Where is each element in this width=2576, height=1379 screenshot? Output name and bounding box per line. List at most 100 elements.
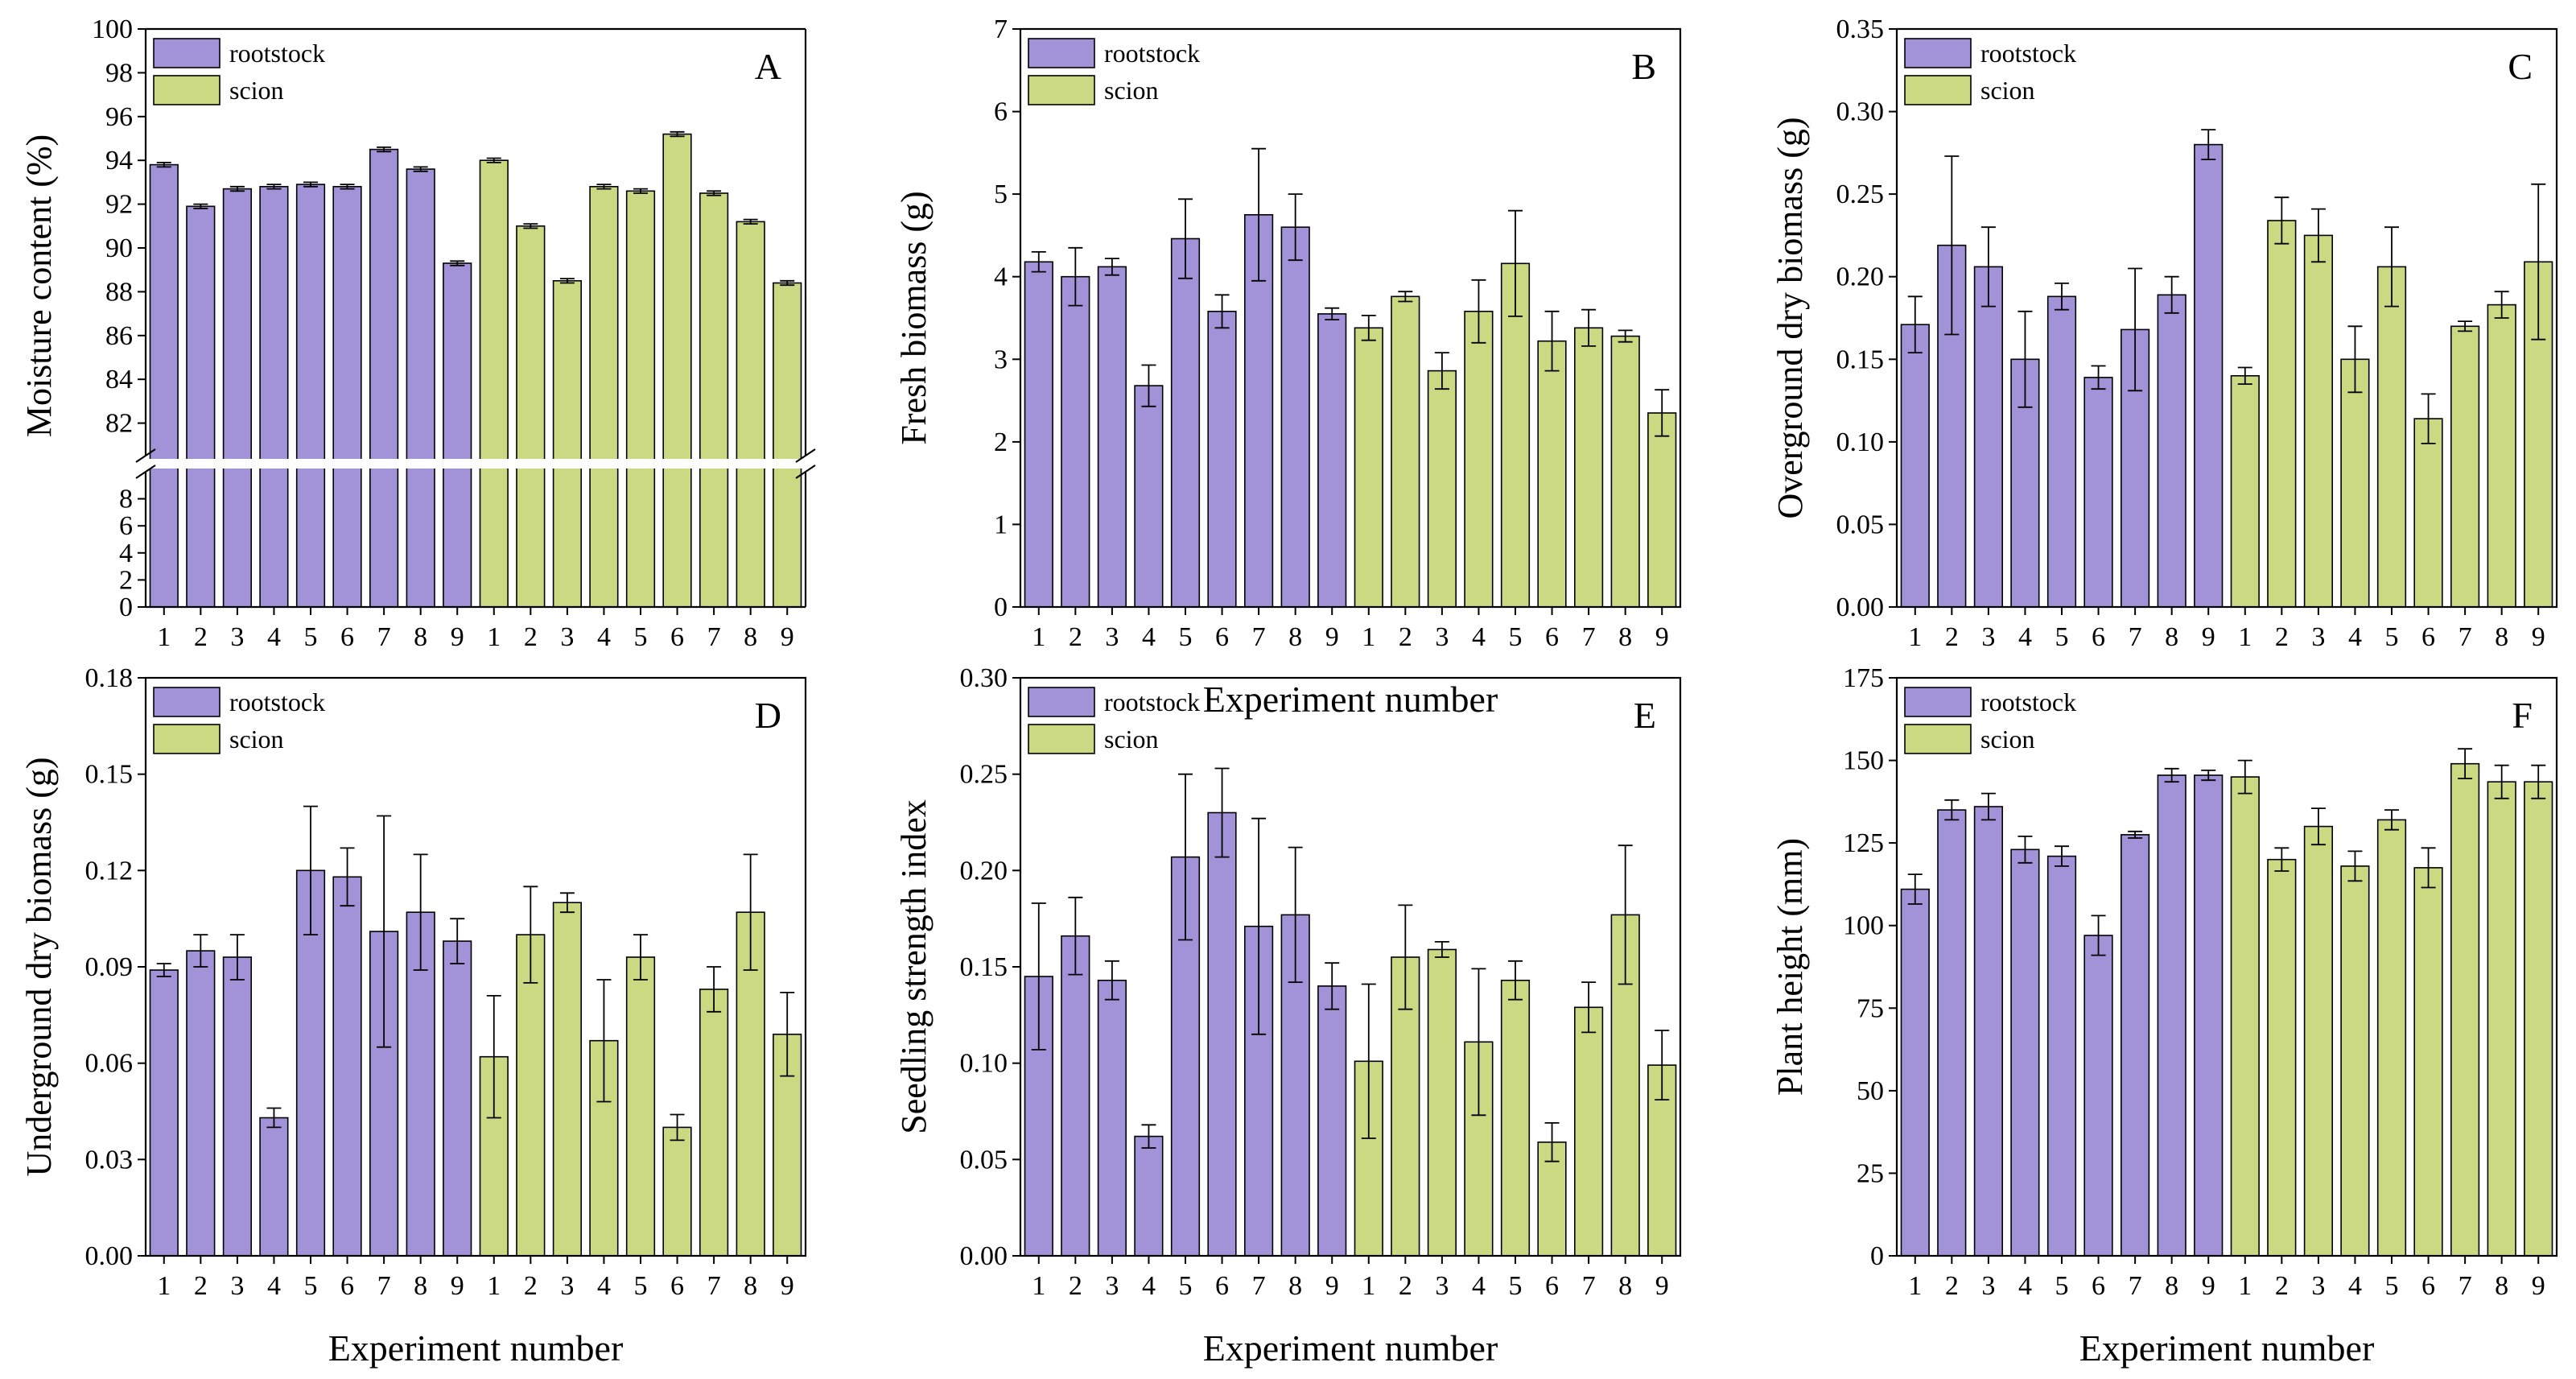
x-tick-label: 8 [744, 622, 757, 652]
x-tick-label: 7 [707, 622, 721, 652]
bar-rootstock-6 [1207, 310, 1237, 608]
bar-rootstock-2 [1937, 809, 1967, 1257]
error-bar-scion-6 [1544, 310, 1560, 372]
bar-scion-2 [1391, 295, 1420, 608]
x-tick-label: 9 [1325, 622, 1339, 652]
error-bar-scion-5 [633, 934, 648, 981]
x-tick-label: 3 [1105, 1271, 1119, 1301]
error-bar-scion-8 [1618, 329, 1633, 343]
x-tick-label: 3 [1105, 622, 1119, 652]
bar-scion-1 [2230, 374, 2260, 608]
error-bar-scion-3 [2310, 208, 2326, 263]
bar-rootstock-5 [295, 184, 326, 608]
error-bar-scion-4 [596, 979, 612, 1103]
error-bar-scion-9 [1655, 1030, 1670, 1100]
error-bar-rootstock-1 [156, 161, 171, 168]
bar-scion-5 [2376, 266, 2407, 608]
x-tick-label: 8 [2165, 1271, 2178, 1301]
y-tick-label: 0.30 [960, 663, 1008, 693]
x-tick-label: 4 [597, 622, 611, 652]
y-tick-label: 25 [1857, 1158, 1884, 1188]
x-tick-label: 2 [1399, 622, 1412, 652]
error-bar-scion-8 [2494, 764, 2509, 799]
error-bar-rootstock-9 [450, 260, 465, 266]
x-tick-label: 9 [2532, 1271, 2545, 1301]
chart-E: 0.000.050.100.150.200.250.301 2 3 4 5 6 7 8 9 1 2 3… [894, 663, 1682, 1369]
x-tick-label: 5 [2385, 1271, 2399, 1301]
x-axis-title: Experiment number [1203, 679, 1498, 720]
error-bar-rootstock-6 [340, 184, 355, 190]
bar-scion-3 [552, 902, 582, 1257]
error-bar-rootstock-6 [2091, 365, 2106, 390]
y-tick-label: 0.05 [1836, 510, 1885, 539]
x-tick-label: 5 [1509, 1271, 1523, 1301]
legend-swatch-rootstock [153, 38, 221, 68]
error-bar-rootstock-4 [266, 184, 282, 190]
x-axis-title: Experiment number [328, 1327, 624, 1369]
error-bar-rootstock-2 [193, 203, 208, 209]
x-tick-label: 6 [2092, 622, 2105, 652]
bar-scion-5 [625, 190, 656, 608]
y-tick-label: 0.06 [85, 1049, 134, 1079]
x-tick-label: 4 [2018, 1271, 2032, 1301]
x-tick-label: 5 [2055, 1271, 2069, 1301]
x-tick-label: 6 [2421, 622, 2435, 652]
y-axis-title: Fresh biomass (g) [894, 191, 934, 444]
y-tick-label: 8 [119, 485, 133, 514]
bar-scion-8 [2487, 781, 2516, 1257]
bar-scion-5 [625, 956, 656, 1257]
x-tick-label: 8 [1288, 1271, 1302, 1301]
bar-rootstock-7 [2121, 834, 2150, 1257]
error-bar-rootstock-4 [266, 1107, 282, 1129]
bar-scion-3 [2303, 234, 2334, 608]
y-tick-label: 6 [994, 97, 1008, 127]
x-tick-label: 8 [1288, 622, 1302, 652]
frame-box [1895, 27, 2558, 609]
x-tick-label: 3 [230, 622, 244, 652]
x-tick-label: 1 [1032, 622, 1045, 652]
x-tick-label: 4 [597, 1271, 611, 1301]
y-axis-ticks: 0.00 0.03 0.06 0.09 0.12 0.15 0.18 [85, 663, 146, 1271]
x-tick-label: 9 [1325, 1271, 1339, 1301]
legend-swatch-rootstock [1904, 687, 1972, 717]
y-tick-label: 0.12 [85, 856, 134, 886]
x-tick-label: 3 [1981, 1271, 1995, 1301]
bar-rootstock-8 [2157, 774, 2187, 1257]
error-bar-rootstock-8 [2164, 767, 2179, 783]
error-bar-scion-3 [1434, 941, 1449, 958]
error-bar-rootstock-8 [413, 166, 428, 172]
bar-scion-1 [479, 159, 509, 608]
y-tick-label: 84 [105, 365, 133, 394]
bar-scion-8 [736, 221, 765, 608]
x-tick-label: 9 [451, 622, 464, 652]
y-tick-label: 92 [105, 190, 133, 220]
bar-rootstock-6 [2083, 377, 2113, 608]
x-tick-label: 4 [2348, 1271, 2362, 1301]
error-bar-rootstock-1 [1031, 250, 1046, 273]
x-tick-label: 6 [340, 1271, 354, 1301]
y-tick-label: 0.10 [1836, 427, 1885, 457]
error-bar-scion-1 [2237, 759, 2252, 795]
error-bar-scion-2 [523, 223, 538, 229]
y-tick-label: 0.25 [1836, 180, 1885, 209]
panel-label: F [2512, 695, 2533, 736]
bar-scion-7 [2450, 762, 2480, 1257]
error-bar-scion-4 [1471, 279, 1486, 344]
error-bar-scion-1 [1361, 983, 1376, 1139]
bar-scion-9 [2524, 781, 2553, 1257]
y-tick-label: 1 [994, 510, 1008, 539]
error-bar-rootstock-8 [1288, 846, 1303, 983]
error-bar-scion-1 [486, 157, 501, 163]
bar-scion-5 [1500, 262, 1531, 608]
legend-swatch-scion [1904, 75, 1972, 105]
error-bar-scion-1 [486, 995, 501, 1119]
error-bar-scion-7 [1581, 981, 1597, 1034]
bar-scion-1 [1354, 327, 1383, 608]
error-bar-rootstock-5 [2055, 282, 2069, 311]
x-tick-label: 2 [2275, 622, 2289, 652]
x-tick-label: 3 [1435, 622, 1449, 652]
x-tick-label: 6 [2421, 1271, 2435, 1301]
x-tick-label: 3 [2311, 622, 2325, 652]
